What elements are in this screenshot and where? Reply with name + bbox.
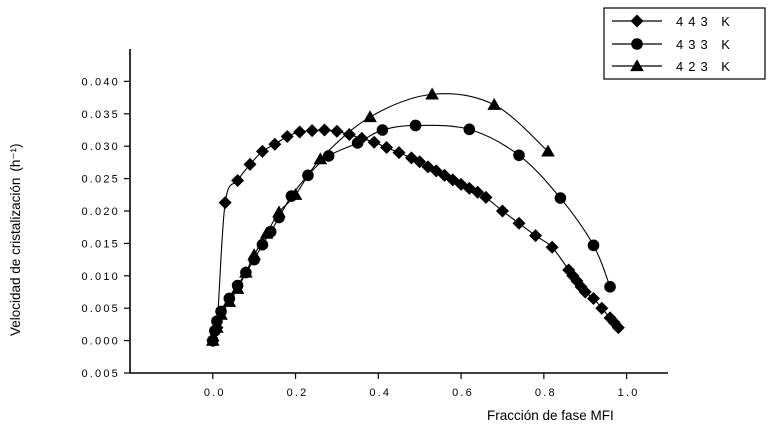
y-axis-unit: (h⁻¹) xyxy=(8,144,23,172)
legend-marker-diamond xyxy=(630,14,644,28)
y-tick-label: 0.020 xyxy=(81,206,120,218)
data-point-triangle xyxy=(210,320,224,333)
data-point-triangle xyxy=(222,294,237,307)
y-axis-title-group: Velocidad de cristalización (h⁻¹) xyxy=(8,144,23,336)
data-point-triangle xyxy=(425,87,439,100)
y-tick-label: 0.010 xyxy=(81,271,120,283)
legend-label: 423 K xyxy=(676,59,735,74)
x-axis-ticks: 0.0 0.2 0.4 0.6 0.8 1.0 xyxy=(204,373,640,399)
y-tick-label: 0.035 xyxy=(81,109,120,121)
x-tick-label: 0.4 xyxy=(369,387,391,399)
data-point-circle xyxy=(256,238,269,251)
x-tick-label: 0.6 xyxy=(452,387,474,399)
data-point-diamond xyxy=(529,229,543,243)
data-point-circle xyxy=(587,239,600,252)
data-point-diamond xyxy=(268,137,282,151)
legend-label: 443 K xyxy=(676,14,735,29)
y-tick-label: 0.005 xyxy=(81,368,120,380)
y-tick-label: 0.000 xyxy=(81,336,120,348)
data-point-diamond xyxy=(392,146,406,160)
y-tick-label: 0.005 xyxy=(81,303,120,315)
data-point-diamond xyxy=(413,155,427,169)
x-axis-title: Fracción de fase MFI xyxy=(487,408,614,423)
data-point-diamond xyxy=(231,174,245,188)
y-axis-title: Velocidad de cristalización xyxy=(8,178,23,336)
y-axis-ticks: 0.005 0.000 0.005 0.010 0.015 0.020 0.025 0.030… xyxy=(81,76,130,380)
data-point-triangle xyxy=(487,97,501,110)
legend: 443 K 433 K 423 K xyxy=(603,7,766,80)
data-point-circle xyxy=(604,281,616,293)
data-point-diamond xyxy=(380,140,394,154)
data-point-circle xyxy=(351,137,364,149)
legend-marker-triangle xyxy=(630,59,644,72)
data-point-triangle xyxy=(541,144,555,157)
series-markers xyxy=(205,87,625,348)
data-point-diamond xyxy=(342,128,356,142)
x-tick-label: 0.8 xyxy=(535,387,557,399)
data-point-diamond xyxy=(243,157,257,171)
data-point-triangle xyxy=(239,265,253,278)
svg-text:Velocidad de cristalización(h⁻: Velocidad de cristalización (h⁻¹) xyxy=(8,144,23,336)
data-point-diamond xyxy=(495,204,509,218)
data-point-triangle xyxy=(214,307,228,320)
legend-marker-circle xyxy=(631,38,643,50)
x-tick-label: 1.0 xyxy=(618,387,640,399)
data-point-diamond xyxy=(293,125,307,139)
data-point-triangle xyxy=(247,248,261,261)
data-point-diamond xyxy=(471,185,485,199)
data-point-triangle xyxy=(272,205,286,218)
data-point-triangle xyxy=(205,333,220,346)
y-tick-label: 0.040 xyxy=(81,76,120,88)
data-point-diamond xyxy=(255,144,269,158)
data-point-diamond xyxy=(330,124,344,138)
data-point-circle xyxy=(409,119,422,132)
y-tick-label: 0.015 xyxy=(81,238,120,250)
data-point-circle xyxy=(376,124,389,136)
data-point-triangle xyxy=(259,226,274,239)
data-point-diamond xyxy=(318,123,332,137)
data-point-diamond xyxy=(595,301,609,315)
data-point-circle xyxy=(554,192,567,204)
data-point-diamond xyxy=(587,291,601,305)
data-point-circle xyxy=(463,123,476,136)
axes xyxy=(129,49,668,374)
data-point-diamond xyxy=(479,190,493,204)
data-point-diamond xyxy=(280,129,294,143)
y-tick-label: 0.030 xyxy=(81,141,120,153)
data-point-diamond xyxy=(578,285,592,299)
x-tick-label: 0.2 xyxy=(287,387,309,399)
data-point-diamond xyxy=(218,196,232,210)
data-point-diamond xyxy=(611,321,625,335)
x-tick-label: 0.0 xyxy=(204,387,226,399)
data-point-circle xyxy=(302,169,314,182)
data-point-diamond xyxy=(512,216,526,230)
y-tick-label: 0.025 xyxy=(81,174,120,186)
data-point-diamond xyxy=(545,240,559,254)
data-point-triangle xyxy=(313,152,328,165)
legend-label: 433 K xyxy=(676,37,735,52)
data-point-diamond xyxy=(305,124,319,138)
data-point-triangle xyxy=(230,281,245,294)
data-point-triangle xyxy=(363,110,377,123)
data-point-circle xyxy=(322,150,335,162)
data-point-triangle xyxy=(288,188,303,200)
data-point-diamond xyxy=(367,135,381,149)
data-point-circle xyxy=(513,149,525,162)
